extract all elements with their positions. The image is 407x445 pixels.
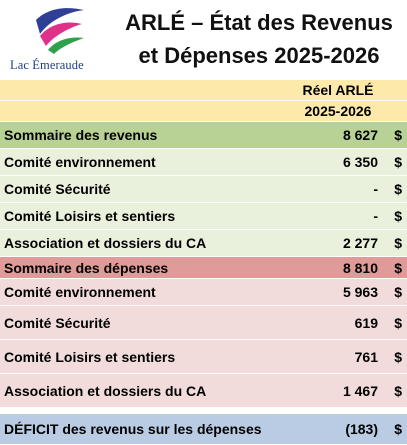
row-label: Comité environnement [0, 148, 292, 176]
row-label: Association et dossiers du CA [0, 373, 292, 408]
row-value: - [292, 175, 384, 203]
row-value: 2 277 [292, 229, 384, 257]
title-line-2: et Dépenses 2025-2026 [138, 43, 380, 68]
financial-statement-table: Réel ARLÉ 2025-2026 Sommaire des revenus… [0, 80, 407, 445]
logo-text: Lac Émeraude [10, 58, 84, 72]
row-label: Sommaire des revenus [0, 121, 292, 149]
row-value: 619 [292, 305, 384, 340]
expense-row: Comité environnement 5 963 $ [0, 278, 407, 306]
row-value: 8 627 [292, 121, 384, 149]
currency-symbol: $ [384, 278, 407, 306]
header-blank-cell [0, 80, 292, 101]
row-value: - [292, 202, 384, 230]
expense-summary-row: Sommaire des dépenses 8 810 $ [0, 256, 407, 279]
currency-symbol: $ [384, 202, 407, 230]
report-header: Lac Émeraude ARLÉ – État des Revenus et … [0, 0, 407, 80]
expense-row: Comité Loisirs et sentiers 761 $ [0, 339, 407, 374]
row-label: Comité Sécurité [0, 175, 292, 203]
currency-symbol: $ [384, 339, 407, 374]
row-label: DÉFICIT des revenus sur les dépenses [0, 413, 292, 445]
row-label: Comité Loisirs et sentiers [0, 339, 292, 374]
column-header-row: 2025-2026 [0, 100, 407, 122]
revenue-row: Comité environnement 6 350 $ [0, 148, 407, 176]
row-value: 761 [292, 339, 384, 374]
row-label: Comité Loisirs et sentiers [0, 202, 292, 230]
row-label: Sommaire des dépenses [0, 256, 292, 279]
currency-symbol: $ [384, 121, 407, 149]
currency-symbol: $ [384, 229, 407, 257]
expense-row: Association et dossiers du CA 1 467 $ [0, 373, 407, 408]
currency-symbol: $ [384, 256, 407, 279]
lac-emeraude-logo: Lac Émeraude [10, 2, 106, 76]
header-blank-cell [384, 100, 407, 122]
currency-symbol: $ [384, 175, 407, 203]
revenue-row: Comité Loisirs et sentiers - $ [0, 202, 407, 230]
currency-symbol: $ [384, 305, 407, 340]
row-value: 8 810 [292, 256, 384, 279]
row-label: Comité Sécurité [0, 305, 292, 340]
row-value: (183) [292, 413, 384, 445]
column-header-row: Réel ARLÉ [0, 80, 407, 101]
currency-symbol: $ [384, 148, 407, 176]
header-blank-cell [0, 100, 292, 122]
row-label: Association et dossiers du CA [0, 229, 292, 257]
spacer-cell [0, 407, 292, 414]
row-value: 1 467 [292, 373, 384, 408]
row-value: 5 963 [292, 278, 384, 306]
revenue-row: Association et dossiers du CA 2 277 $ [0, 229, 407, 257]
column-header-line-1: Réel ARLÉ [292, 80, 384, 101]
currency-symbol: $ [384, 373, 407, 408]
deficit-row: DÉFICIT des revenus sur les dépenses (18… [0, 413, 407, 445]
spacer-cell [384, 407, 407, 414]
row-value: 6 350 [292, 148, 384, 176]
spacer-cell [292, 407, 384, 414]
title-line-1: ARLÉ – État des Revenus [125, 10, 393, 35]
expense-row: Comité Sécurité 619 $ [0, 305, 407, 340]
header-blank-cell [384, 80, 407, 101]
lac-emeraude-logo-icon [36, 8, 84, 54]
column-header-line-2: 2025-2026 [292, 100, 384, 122]
revenue-row: Comité Sécurité - $ [0, 175, 407, 203]
revenue-summary-row: Sommaire des revenus 8 627 $ [0, 121, 407, 149]
row-label: Comité environnement [0, 278, 292, 306]
currency-symbol: $ [384, 413, 407, 445]
page-title: ARLÉ – État des Revenus et Dépenses 2025… [114, 6, 404, 72]
spacer-row [0, 407, 407, 414]
